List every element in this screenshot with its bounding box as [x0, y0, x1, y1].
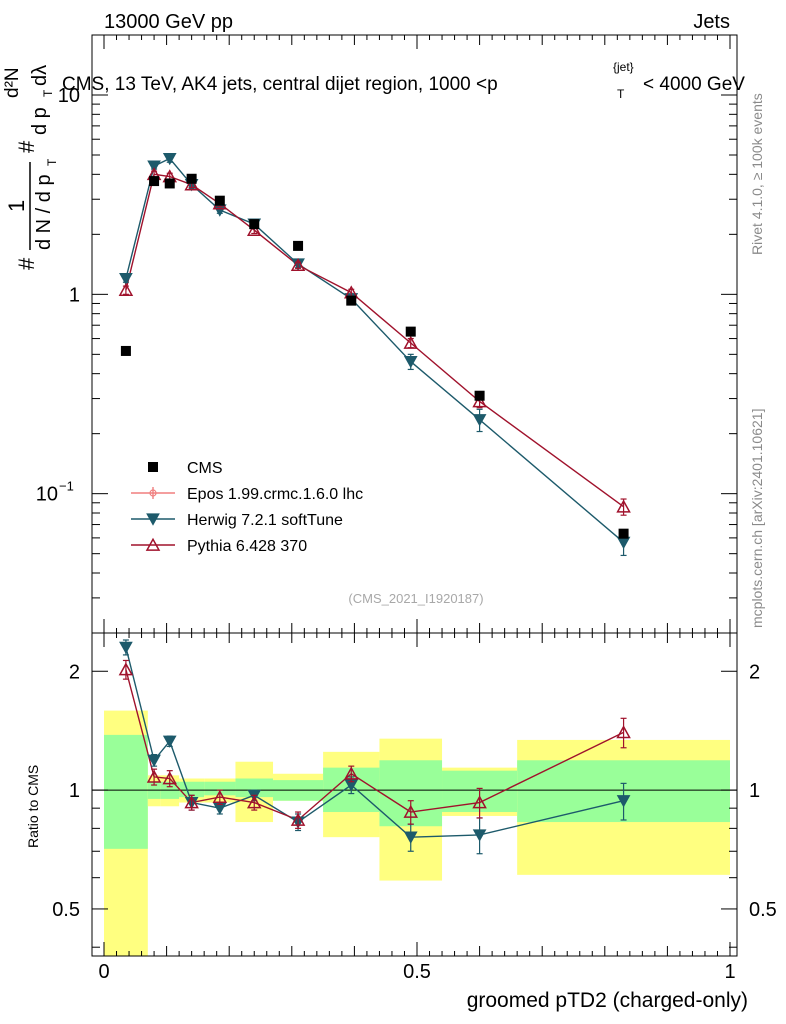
ratio-y-tick-label: 1 — [69, 780, 80, 802]
pythia-ratio-point — [212, 789, 228, 803]
cms-point — [249, 219, 260, 230]
x-tick-label: 1 — [724, 961, 735, 983]
analysis-watermark: (CMS_2021_I1920187) — [348, 591, 483, 606]
pythia-ratio-point — [403, 804, 419, 818]
ylabel-dlambda: dλ — [29, 65, 51, 86]
pythia-ratio-point — [162, 771, 178, 785]
herwig-ratio-point — [616, 795, 631, 808]
ratio-y-tick-label-right: 1 — [749, 780, 760, 802]
ratio-y-tick-label-right: 0.5 — [749, 899, 777, 921]
legend-marker-pythia — [145, 537, 161, 551]
legend-marker-herwig — [146, 513, 160, 526]
herwig-point — [403, 355, 418, 369]
cms-point — [186, 173, 197, 184]
pythia-point — [290, 257, 306, 272]
herwig-ratio-point — [162, 735, 177, 748]
ylabel-hash-right: # — [14, 140, 39, 153]
herwig-ratio-point — [147, 754, 161, 768]
x-tick-label: 0 — [98, 961, 109, 983]
y-tick-label: 10 — [36, 484, 58, 506]
herwig-point — [147, 160, 161, 173]
ratio-y-tick-label: 0.5 — [52, 899, 80, 921]
ylabel-d2N: d²N — [2, 67, 23, 98]
rivet-label: Rivet 4.1.0, ≥ 100k events — [749, 93, 765, 255]
ylabel-hash-left: # — [14, 257, 39, 270]
herwig-ratio-point — [403, 831, 418, 844]
chart-title-superscript: {jet} — [613, 60, 634, 74]
chart-title: CMS, 13 TeV, AK4 jets, central dijet reg… — [62, 74, 498, 95]
pythia-point — [246, 222, 262, 236]
cms-point — [120, 345, 131, 356]
ylabel-dp: d p — [29, 107, 51, 135]
herwig-point — [472, 414, 487, 427]
legend-label: Pythia 6.428 370 — [187, 538, 307, 555]
pythia-point — [472, 394, 487, 408]
herwig-point — [616, 536, 631, 550]
herwig-line — [125, 157, 625, 543]
cms-point — [149, 176, 160, 187]
pythia-ratio-point — [118, 662, 134, 676]
ratio-plot-frame — [91, 632, 738, 957]
pythia-point — [118, 282, 134, 296]
pythia-ratio-point — [290, 812, 306, 826]
legend: CMS Epos 1.99.crmc.1.6.0 lhc Herwig 7.2.1 … — [131, 460, 363, 555]
pythia-ratio-point — [343, 766, 359, 780]
herwig-point — [119, 272, 133, 286]
pythia-ratio-point — [472, 795, 487, 809]
stat-uncertainty-band — [235, 778, 274, 798]
ylabel-dN-sub: T — [45, 158, 59, 166]
pythia-line — [125, 173, 624, 508]
pythia-point — [616, 499, 631, 513]
x-axis-label: groomed pTD2 (charged-only) — [467, 989, 748, 1012]
pythia-ratio-point — [184, 795, 199, 809]
cms-point — [214, 195, 225, 206]
ratio-ylabel: Ratio to CMS — [25, 765, 41, 848]
cms-point — [474, 390, 485, 401]
pythia-point — [184, 177, 199, 191]
header-left: 13000 GeV pp — [104, 11, 233, 33]
stat-uncertainty-band — [204, 781, 236, 796]
legend-marker-epos-circle — [149, 489, 157, 497]
cms-point — [164, 178, 175, 189]
ratio-y-tick-label: 2 — [69, 661, 80, 683]
main-ylabel: # 1 d N / d p T # d p T dλ d²N — [2, 65, 59, 270]
axes-frames — [91, 34, 738, 957]
pythia-ratio-point — [146, 769, 162, 783]
y-tick-label: 10 — [58, 85, 80, 107]
stat-uncertainty-band — [104, 734, 148, 849]
herwig-ratio-point — [119, 641, 133, 655]
chart-title-tail: < 4000 GeV — [643, 74, 745, 95]
ylabel-one: 1 — [4, 200, 29, 212]
legend-label: Herwig 7.2.1 softTune — [187, 512, 343, 529]
cms-point — [618, 528, 629, 539]
chart-title-subscript: T — [617, 87, 625, 101]
legend-label: CMS — [187, 460, 223, 477]
y-tick-label: 1 — [69, 284, 80, 306]
pythia-ratio-point — [246, 795, 262, 809]
cms-point — [293, 240, 304, 251]
ylabel-dp-sub: T — [41, 89, 55, 97]
x-tick-label: 0.5 — [403, 961, 431, 983]
legend-marker-cms — [148, 462, 158, 472]
cms-point — [405, 326, 416, 337]
y-tick-label-exponent: −1 — [59, 479, 74, 494]
pythia-point — [403, 335, 419, 349]
mcplots-label: mcplots.cern.ch [arXiv:2401.10621] — [749, 409, 765, 628]
ratio-y-tick-label-right: 2 — [749, 661, 760, 683]
ylabel-dN: d N / d p — [33, 174, 55, 250]
legend-label: Epos 1.99.crmc.1.6.0 lhc — [187, 486, 363, 503]
herwig-ratio-point — [472, 829, 487, 842]
data-series — [118, 152, 631, 855]
header-right: Jets — [693, 11, 730, 33]
cms-point — [346, 295, 357, 306]
herwig-point — [162, 152, 177, 166]
pythia-ratio-point — [616, 725, 631, 739]
